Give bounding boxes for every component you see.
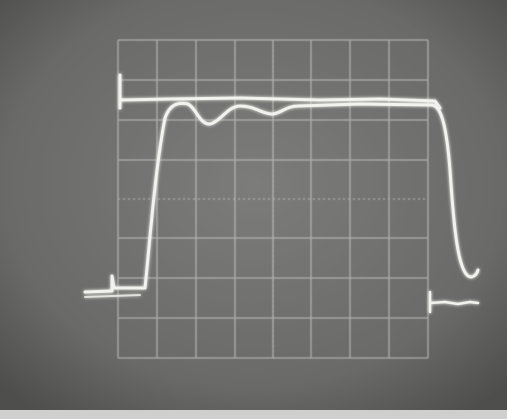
oscilloscope-photo <box>0 0 507 419</box>
screen <box>0 0 507 410</box>
